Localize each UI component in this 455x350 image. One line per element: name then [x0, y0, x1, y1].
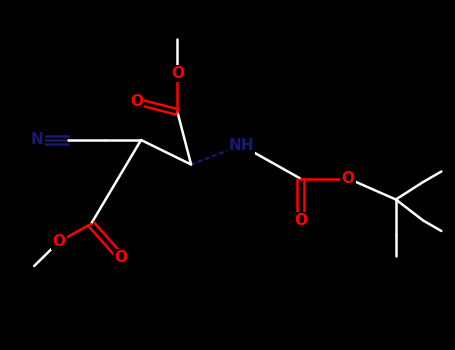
- Text: O: O: [114, 250, 127, 265]
- Text: NH: NH: [228, 138, 254, 153]
- Text: O: O: [342, 171, 354, 186]
- Text: N: N: [31, 133, 44, 147]
- Text: O: O: [171, 66, 184, 81]
- Text: O: O: [53, 234, 66, 249]
- Text: O: O: [294, 213, 307, 228]
- Text: O: O: [130, 94, 143, 109]
